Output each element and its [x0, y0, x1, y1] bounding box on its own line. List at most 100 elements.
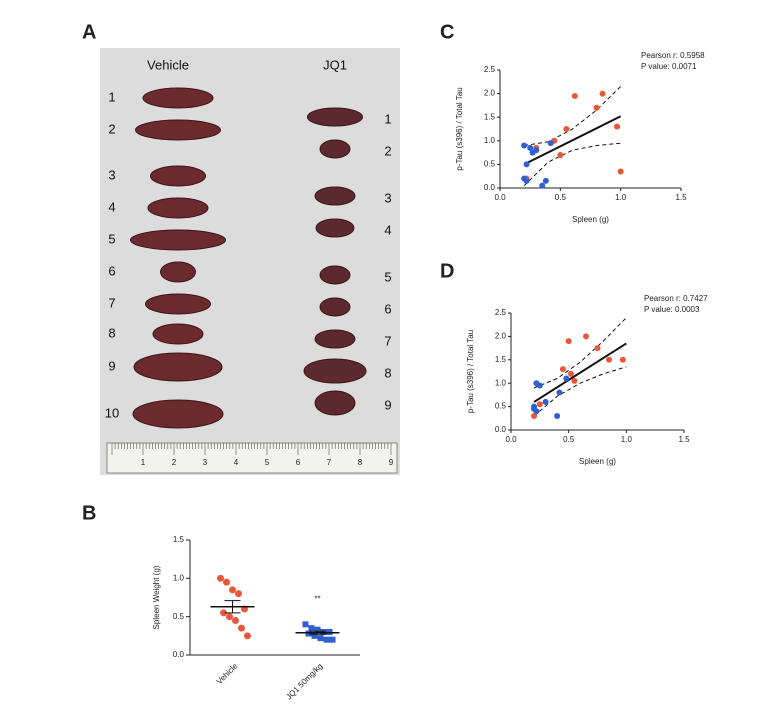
- spleen-number: 3: [108, 167, 115, 182]
- error-bar: [224, 600, 241, 614]
- annotation: Pearson r: 0.5958: [641, 51, 705, 60]
- spleen-number: 6: [108, 263, 115, 278]
- data-point: [302, 621, 309, 628]
- spleen-number: 8: [108, 325, 115, 340]
- spleen-number: 7: [384, 333, 391, 348]
- data-point: [226, 613, 233, 621]
- data-point: [594, 345, 601, 352]
- data-point: [217, 574, 224, 582]
- data-point: [563, 126, 570, 132]
- spleen-number: 5: [108, 231, 115, 246]
- data-point: [238, 624, 245, 632]
- data-point: [308, 625, 315, 632]
- spleen-number: 8: [384, 365, 391, 380]
- data-point: [619, 356, 626, 363]
- spleen-number: 10: [105, 405, 119, 420]
- spleen: [152, 323, 204, 345]
- ruler-label: 6: [296, 458, 301, 467]
- data-point: [571, 92, 578, 99]
- panel-letter: A: [82, 21, 96, 43]
- data-point: [556, 389, 563, 396]
- x-tick-label: 0.0: [505, 435, 517, 444]
- ruler-label: 1: [141, 458, 146, 467]
- spleen: [147, 197, 209, 219]
- data-point: [617, 168, 624, 175]
- regression-line: [533, 342, 627, 403]
- data-point: [329, 636, 336, 643]
- group-label: Vehicle: [147, 57, 189, 72]
- spleen: [307, 107, 363, 127]
- confidence-band: [523, 142, 621, 186]
- data-point: [536, 401, 543, 408]
- confidence-band: [533, 366, 627, 417]
- data-point: [320, 629, 327, 635]
- data-point: [235, 590, 242, 598]
- y-tick-label: 2.0: [495, 332, 507, 341]
- y-axis-label: p-Tau (s396) / Total Tau: [466, 330, 475, 413]
- ruler-label: 4: [234, 458, 239, 467]
- spleen-number: 5: [384, 269, 391, 284]
- y-tick-label: 1.5: [173, 535, 185, 544]
- y-tick-label: 0.5: [495, 402, 507, 411]
- x-tick-label: JQ1 50mg/kg: [284, 662, 324, 702]
- data-point: [527, 144, 534, 151]
- data-point: [326, 629, 333, 635]
- data-point: [599, 90, 606, 97]
- data-point: [539, 182, 546, 189]
- data-point: [571, 377, 578, 384]
- data-point: [232, 617, 239, 624]
- x-tick-label: 0.0: [494, 193, 506, 202]
- data-point: [229, 586, 236, 594]
- y-tick-label: 2.0: [484, 89, 496, 98]
- x-tick-label: 1.0: [615, 193, 627, 202]
- y-tick-label: 0.5: [173, 612, 185, 621]
- data-point: [557, 151, 564, 158]
- data-point: [547, 140, 554, 147]
- spleen: [160, 261, 196, 283]
- panel-letter: D: [440, 260, 454, 282]
- spleen: [142, 87, 214, 109]
- ruler-label: 7: [327, 458, 332, 467]
- data-point: [582, 333, 589, 340]
- ruler-label: 9: [389, 458, 394, 467]
- x-axis-label: Spleen (g): [572, 215, 609, 224]
- spleen: [314, 390, 356, 416]
- spleen: [319, 297, 351, 317]
- data-point: [533, 408, 540, 415]
- annotation: Pearson r: 0.7427: [644, 294, 708, 303]
- spleen: [303, 358, 367, 384]
- spleen-number: 9: [108, 358, 115, 373]
- data-point: [567, 370, 574, 377]
- group-label: JQ1: [323, 57, 347, 72]
- data-point: [542, 177, 549, 184]
- x-axis-label: Spleen (g): [579, 457, 616, 466]
- spleen: [145, 293, 211, 315]
- x-tick-label: 1.0: [621, 435, 633, 444]
- spleen-number: 1: [384, 111, 391, 126]
- ruler-label: 3: [203, 458, 208, 467]
- annotation: **: [314, 594, 320, 603]
- data-point: [523, 161, 530, 168]
- y-axis-label: Spleen Weight (g): [152, 565, 161, 629]
- spleen-number: 2: [108, 121, 115, 136]
- spleen: [315, 218, 355, 238]
- x-tick-label: 0.5: [563, 435, 575, 444]
- spleen: [314, 329, 356, 349]
- data-point: [606, 356, 613, 363]
- spleen-number: 9: [384, 397, 391, 412]
- spleen: [133, 352, 223, 382]
- y-tick-label: 0.0: [173, 650, 185, 659]
- x-tick-label: 1.5: [678, 435, 690, 444]
- ruler-label: 5: [265, 458, 270, 467]
- spleen-number: 4: [108, 199, 115, 214]
- data-point: [593, 104, 600, 111]
- data-point: [565, 338, 572, 345]
- data-point: [614, 123, 621, 130]
- spleen: [135, 119, 221, 141]
- data-point: [323, 636, 330, 643]
- y-tick-label: 2.5: [495, 308, 507, 317]
- data-point: [559, 366, 566, 373]
- data-point: [521, 142, 528, 149]
- y-tick-label: 1.5: [484, 112, 496, 121]
